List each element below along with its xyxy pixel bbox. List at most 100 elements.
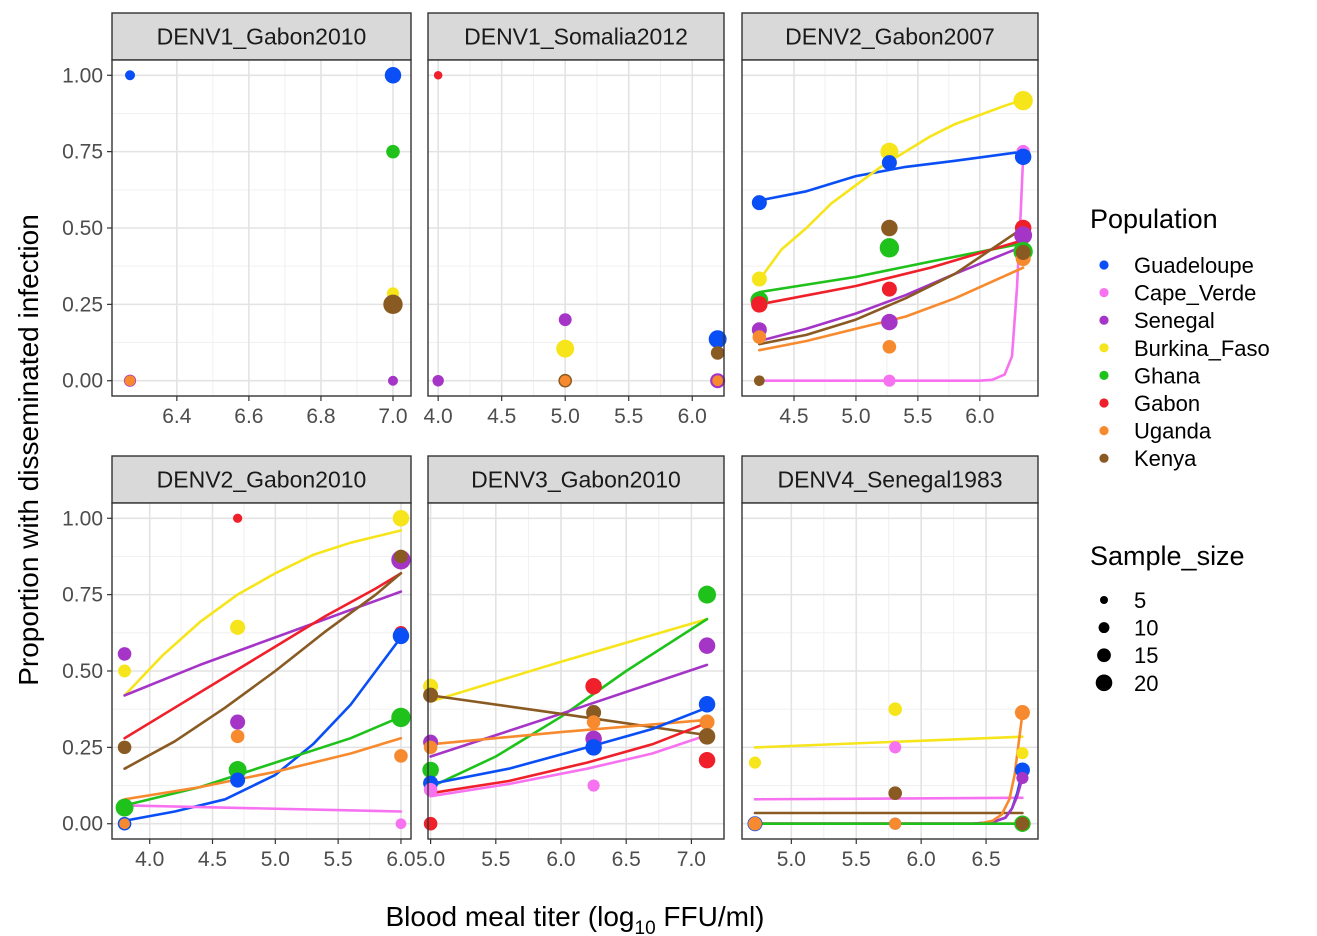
fit-curve (123, 804, 403, 813)
data-point (881, 155, 897, 171)
x-tick-label: 4.5 (779, 405, 808, 428)
fit-curve (753, 796, 1024, 801)
data-point (125, 70, 136, 81)
legend-population-label: Guadeloupe (1134, 253, 1254, 278)
legend-size-key (1098, 622, 1110, 634)
data-point (1016, 747, 1029, 760)
panel-border (741, 502, 1039, 840)
data-point (423, 783, 438, 797)
x-tick-label: 5.0 (841, 405, 870, 428)
data-point (115, 798, 134, 817)
data-point (587, 779, 600, 792)
data-point (433, 70, 443, 80)
data-point (1014, 705, 1030, 721)
y-tick-label: 1.00 (62, 64, 103, 87)
facet-strip-label: DENV2_Gabon2010 (157, 467, 367, 493)
x-tick-label: 6.0 (678, 405, 707, 428)
panel-border (427, 502, 725, 840)
facet-panel: DENV2_Gabon2007 4.5 5.0 5.5 6.0 (741, 12, 1039, 428)
y-tick-label: 0.50 (62, 217, 103, 240)
data-point (708, 330, 727, 349)
legend-population-label: Kenya (1134, 446, 1197, 471)
legend-size-label: 10 (1134, 616, 1158, 641)
fit-curve (757, 238, 1025, 306)
legend-population-label: Cape_Verde (1134, 281, 1256, 306)
data-point (384, 67, 402, 84)
x-tick-label: 4.0 (135, 848, 164, 871)
x-tick-label: 6.5 (971, 848, 1000, 871)
data-point (395, 818, 407, 830)
legend-population-label: Uganda (1134, 419, 1212, 444)
x-tick-label: 5.5 (903, 405, 932, 428)
data-point (119, 818, 130, 830)
data-point (880, 142, 899, 161)
data-point (699, 714, 715, 730)
fit-curve (429, 718, 709, 746)
data-point (889, 817, 902, 830)
legend-population-key (1099, 288, 1109, 298)
legend-size-key (1100, 596, 1108, 604)
data-point (558, 313, 572, 327)
legend-population-key (1099, 370, 1109, 380)
legend-population-key (1099, 343, 1109, 353)
data-point (888, 786, 902, 800)
fit-curve (757, 266, 1025, 352)
fit-curve (757, 150, 1025, 202)
data-point (394, 549, 408, 564)
facet-panels: DENV1_Gabon2010 6.4 6.6 6.8 7.0 0.00 0.25 0.50 0… (62, 12, 1039, 871)
fit-curve (123, 715, 403, 807)
data-point (882, 340, 897, 354)
facet-strip-label: DENV3_Gabon2010 (471, 467, 681, 493)
x-tick-label: 6.0 (546, 848, 575, 871)
fit-curve (123, 571, 403, 771)
x-tick-label: 6.0 (907, 848, 936, 871)
data-point (230, 729, 245, 744)
x-tick-label: 4.5 (487, 405, 516, 428)
x-tick-label: 6.5 (612, 848, 641, 871)
legend-population-label: Senegal (1134, 308, 1215, 333)
fit-curve (429, 617, 709, 703)
y-tick-label: 0.25 (62, 293, 103, 316)
data-point (230, 714, 246, 730)
x-tick-label: 5.5 (614, 405, 643, 428)
data-point (556, 339, 575, 358)
x-tick-label: 7.0 (677, 848, 706, 871)
data-point (712, 375, 724, 387)
facet-strip-label: DENV1_Gabon2010 (157, 24, 367, 50)
panel-border (741, 59, 1039, 397)
x-tick-label: 6.4 (162, 405, 192, 428)
data-point (117, 647, 132, 661)
legend-population-key (1099, 315, 1109, 325)
facet-panel: DENV3_Gabon2010 5.0 5.5 6.0 6.5 7.0 (416, 455, 725, 871)
data-point (751, 271, 767, 287)
x-tick-label: 6.0 (386, 848, 415, 871)
fit-curve (429, 733, 709, 798)
fit-curve (123, 736, 403, 801)
data-point (748, 756, 762, 769)
x-tick-label: 5.0 (551, 405, 580, 428)
data-point (748, 816, 762, 831)
legend-population-label: Gabon (1134, 391, 1200, 416)
y-tick-label: 0.75 (62, 584, 103, 607)
fit-curve (429, 617, 709, 789)
x-axis-title-tail: FFU/ml) (656, 901, 765, 932)
x-tick-label: 5.5 (842, 848, 871, 871)
data-point (423, 740, 438, 755)
facet-strip (111, 12, 412, 61)
y-axis-title: Proportion with disseminated infection (13, 214, 44, 686)
x-axis-title: Blood meal titer (log10 FFU/ml) (385, 901, 764, 936)
fit-curve (757, 245, 1025, 343)
data-point (698, 637, 716, 654)
data-point (1015, 244, 1031, 260)
legend-population-items: GuadeloupeCape_VerdeSenegalBurkina_FasoG… (1099, 253, 1270, 471)
fit-curve (123, 636, 403, 823)
data-point (879, 238, 900, 258)
facet-strip-label: DENV4_Senegal1983 (777, 467, 1002, 493)
legend-size-label: 20 (1134, 671, 1158, 696)
y-tick-label: 0.00 (62, 370, 103, 393)
facet-panel: DENV4_Senegal1983 5.0 5.5 6.0 6.5 (741, 455, 1039, 871)
data-point (124, 375, 136, 387)
data-point (753, 375, 765, 387)
fit-curve (123, 571, 403, 740)
